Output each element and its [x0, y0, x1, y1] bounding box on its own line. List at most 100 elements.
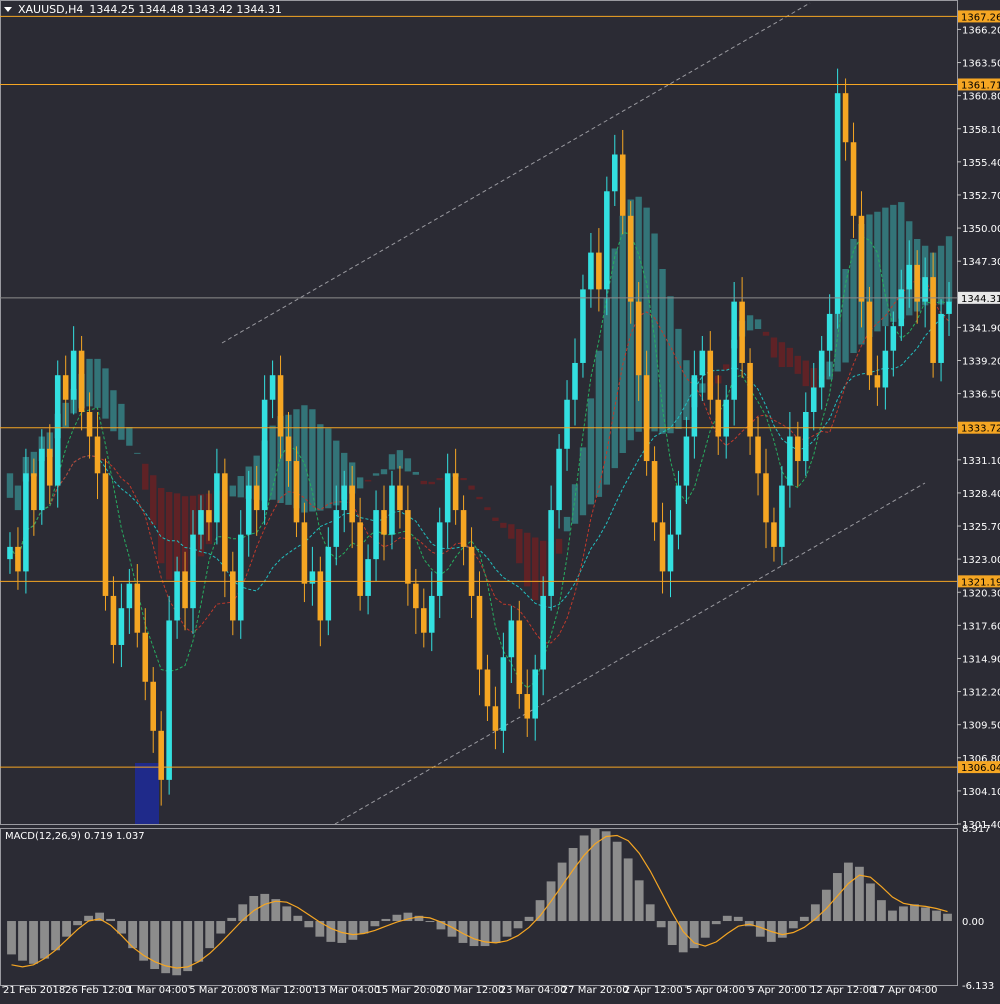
price-tick-label: 1355.40 [962, 158, 1000, 169]
macd-histogram-bar [799, 916, 809, 922]
candle-body [755, 436, 761, 474]
candle-body [468, 546, 475, 596]
candle-body [850, 142, 857, 216]
macd-histogram-bar [183, 921, 193, 972]
macd-histogram-bar [128, 921, 138, 949]
macd-histogram-bar [392, 914, 402, 922]
candle-body [580, 289, 586, 363]
candle-body [612, 154, 618, 192]
macd-histogram-bar [678, 921, 688, 953]
candle-body [564, 399, 570, 449]
candle-body [667, 534, 674, 572]
macd-histogram-bar [645, 904, 655, 922]
macd-histogram-bar [447, 921, 457, 937]
candle-body [357, 522, 363, 596]
price-tick-label: 1312.20 [962, 688, 1000, 699]
time-axis-label: 9 Apr 20:00 [748, 985, 807, 996]
price-tick-label: 1363.50 [962, 59, 1000, 70]
price-tick-label: 1341.90 [962, 323, 1000, 334]
price-tick-label: 1306.80 [962, 754, 1000, 765]
price-tick-label: 1339.20 [962, 357, 1000, 368]
candle-body [683, 436, 690, 486]
candle-body [142, 632, 149, 682]
price-tick-label: 1350.00 [962, 224, 1000, 235]
candle-body [691, 375, 698, 437]
candle-body [914, 264, 920, 302]
macd-histogram-bar [326, 921, 336, 942]
candle-body [651, 461, 658, 523]
price-tick-label: 1309.50 [962, 721, 1000, 732]
macd-histogram-bar [359, 921, 369, 934]
candle-body [946, 301, 952, 314]
macd-histogram-bar [238, 904, 248, 922]
level-label-box [958, 575, 1000, 588]
macd-histogram-bar [315, 921, 325, 937]
candle-body [787, 436, 793, 486]
candle-body [102, 473, 109, 596]
candle-body [206, 510, 212, 523]
candle-body [421, 608, 427, 633]
candle-body [237, 534, 244, 621]
candle-body [182, 571, 188, 609]
macd-histogram-bar [568, 847, 578, 922]
price-tick-label: 1301.40 [962, 820, 1000, 831]
macd-histogram-bar [788, 921, 798, 929]
price-tick-label: 1317.60 [962, 621, 1000, 632]
macd-histogram-bar [877, 900, 886, 922]
macd-histogram-bar [612, 841, 622, 922]
candle-body [508, 620, 515, 658]
candle-body [500, 657, 507, 731]
macd-histogram-bar [910, 904, 919, 922]
candle-body [476, 595, 483, 670]
candle-body [619, 154, 626, 216]
macd-histogram-bar [866, 883, 875, 922]
candle-body [898, 289, 905, 327]
macd-histogram-bar [249, 895, 259, 922]
level-label-box [958, 421, 1000, 434]
candle-body [866, 301, 873, 376]
price-tick-label: 1331.10 [962, 456, 1000, 467]
candle-body [253, 485, 260, 511]
macd-histogram-bar [62, 921, 71, 937]
price-tick-label: 1328.40 [962, 489, 1000, 500]
candle-body [795, 436, 801, 462]
macd-histogram-bar [689, 921, 699, 949]
price-tick-label: 1325.70 [962, 522, 1000, 533]
candle-body [230, 571, 236, 621]
macd-histogram-bar [557, 862, 567, 922]
candle-body [222, 473, 228, 572]
macd-histogram-bar [502, 921, 512, 937]
candle-body [190, 534, 196, 609]
candle-body [381, 510, 387, 535]
dropdown-icon[interactable] [4, 7, 12, 12]
macd-histogram-bar [370, 921, 380, 927]
macd-histogram-bar [293, 915, 303, 922]
macd-histogram-bar [491, 921, 501, 943]
macd-histogram-bar [634, 880, 644, 922]
price-tick-label: 1358.10 [962, 125, 1000, 136]
macd-histogram-bar [40, 921, 49, 959]
macd-histogram-bar [73, 921, 82, 926]
macd-histogram-bar [282, 906, 292, 922]
macd-histogram-bar [921, 907, 930, 922]
candle-body [373, 510, 379, 560]
time-axis-label: 1 Mar 04:00 [127, 985, 187, 996]
macd-histogram-bar [227, 917, 237, 922]
candle-body [802, 412, 809, 462]
macd-header: MACD(12,26,9) 0.719 1.037 [5, 831, 145, 842]
candle-body [86, 412, 93, 437]
candle-body [675, 485, 682, 535]
candle-body [15, 546, 21, 572]
candle-body [707, 350, 714, 400]
macd-tick-label: -6.133 [962, 981, 994, 992]
ohlc-values: 1344.25 1344.48 1343.42 1344.31 [89, 3, 282, 16]
level-label: 1361.71 [961, 80, 1000, 91]
level-label: 1333.72 [961, 424, 1000, 435]
candle-body [23, 473, 29, 572]
macd-panel-border [0, 828, 958, 986]
macd-histogram-bar [579, 835, 589, 922]
candle-body [747, 362, 753, 437]
candle-body [540, 595, 546, 670]
